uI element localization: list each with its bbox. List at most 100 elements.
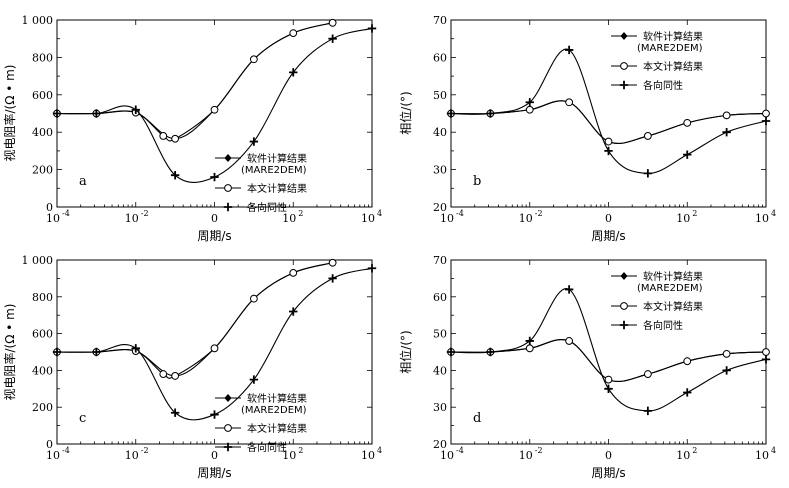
x-tick-exponent: -2: [141, 209, 149, 218]
y-tick-label: 1 000: [22, 14, 54, 27]
data-point: [170, 171, 180, 180]
x-tick-label: 10: [755, 449, 769, 462]
legend-label: 软件计算结果: [247, 152, 307, 165]
series-plus: [52, 24, 377, 184]
x-tick-label: 10: [125, 449, 139, 462]
series-plus: [52, 264, 377, 421]
series-circle: [447, 98, 770, 146]
data-point: [722, 128, 731, 137]
series-circle: [53, 18, 337, 143]
series-line: [56, 262, 333, 377]
legend-label: 各向同性: [247, 441, 287, 454]
legend-label-sub: (MARE2DEM): [637, 43, 703, 54]
y-tick-label: 40: [433, 126, 447, 139]
x-tick-exponent: -4: [62, 209, 70, 218]
series-line: [450, 339, 767, 383]
data-point: [446, 109, 456, 118]
x-tick-exponent: -4: [456, 209, 464, 218]
data-point: [249, 55, 258, 64]
y-tick-label: 50: [433, 328, 447, 341]
legend-item: 软件计算结果(MARE2DEM): [215, 392, 307, 416]
data-point: [328, 18, 337, 27]
series-line: [450, 100, 767, 145]
legend-item: 本文计算结果: [611, 60, 703, 73]
legend-marker: [223, 202, 233, 212]
data-point: [683, 150, 692, 159]
x-tick-label: 10: [676, 449, 690, 462]
legend-item: 本文计算结果: [611, 300, 703, 313]
x-tick-exponent: 4: [377, 446, 382, 455]
panel-label: d: [473, 411, 481, 426]
legend-item: 各向同性: [611, 319, 683, 332]
y-tick-label: 20: [433, 201, 447, 214]
y-tick-label: 400: [32, 126, 53, 139]
data-point: [289, 268, 298, 277]
data-point: [289, 307, 298, 316]
series-circle: [447, 337, 770, 384]
data-point: [328, 34, 337, 43]
data-point: [210, 344, 219, 353]
data-point: [525, 344, 534, 353]
legend-item: 软件计算结果(MARE2DEM): [215, 152, 307, 176]
data-point: [210, 172, 219, 182]
legend-marker: [223, 442, 233, 452]
series-plus: [446, 45, 771, 178]
x-tick-label: 10: [519, 212, 533, 225]
data-point: [170, 408, 180, 417]
data-point: [289, 29, 298, 37]
data-point: [722, 366, 731, 375]
legend-item: 各向同性: [611, 79, 683, 92]
legend-marker: [224, 154, 232, 162]
x-tick-label: 10: [519, 449, 533, 462]
data-point: [761, 116, 771, 126]
x-tick-exponent: 2: [298, 446, 303, 455]
data-point: [92, 109, 101, 118]
x-tick-label: 10: [282, 212, 296, 225]
data-point: [604, 146, 613, 156]
data-point: [683, 357, 692, 366]
y-axis-label: 相位/(°): [398, 330, 413, 373]
x-tick-label: 10: [676, 212, 690, 225]
y-tick-label: 40: [433, 364, 447, 377]
series-line: [450, 339, 767, 383]
legend-label: 本文计算结果: [247, 422, 307, 435]
data-point: [525, 98, 534, 107]
legend-marker: [620, 32, 628, 40]
data-point: [761, 355, 771, 364]
legend-item: 各向同性: [215, 441, 287, 454]
data-point: [683, 118, 692, 127]
legend-marker: [620, 62, 628, 70]
series-plus: [446, 285, 771, 416]
legend-item: 软件计算结果(MARE2DEM): [611, 30, 703, 54]
data-point: [249, 375, 259, 384]
data-point: [604, 375, 613, 384]
x-tick-label: 10: [440, 449, 454, 462]
legend-label: 软件计算结果: [643, 30, 703, 43]
data-point: [564, 285, 574, 294]
x-tick-exponent: 2: [692, 209, 697, 218]
data-point: [683, 388, 692, 397]
panel-label: b: [473, 174, 481, 189]
data-point: [486, 347, 495, 357]
x-tick-exponent: 2: [298, 209, 303, 218]
y-tick-label: 30: [433, 401, 447, 414]
data-point: [762, 109, 770, 118]
x-tick-exponent: -2: [141, 446, 149, 455]
data-point: [446, 347, 456, 357]
y-tick-label: 400: [32, 364, 53, 377]
legend-marker: [620, 272, 628, 280]
x-axis-label: 周期/s: [591, 466, 625, 480]
data-point: [52, 347, 62, 357]
legend-marker: [224, 424, 232, 432]
series-line: [56, 262, 333, 379]
series-diamond: [53, 258, 337, 380]
data-point: [525, 336, 534, 346]
y-tick-label: 0: [46, 201, 53, 214]
data-point: [52, 109, 62, 118]
x-tick-label: 10: [125, 212, 139, 225]
